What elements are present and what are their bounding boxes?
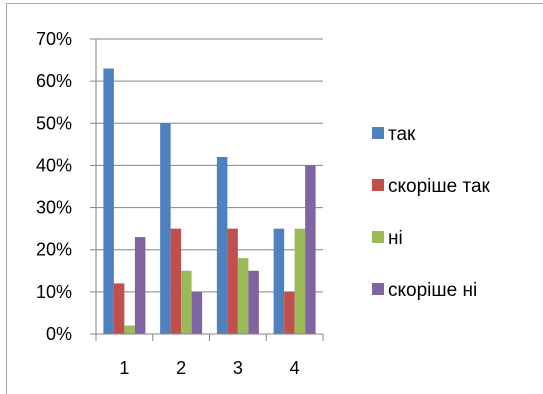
- y-tick-label: 10%: [36, 282, 72, 302]
- legend-label: так: [388, 124, 416, 145]
- y-tick-label: 40%: [36, 155, 72, 175]
- legend-item: так: [372, 124, 416, 145]
- bar: [284, 291, 295, 334]
- legend: так скоріше так ні скоріше ні: [372, 124, 491, 301]
- axes: [90, 38, 324, 341]
- legend-item: скоріше ні: [372, 280, 477, 301]
- legend-swatch: [372, 127, 384, 139]
- y-tick-label: 60%: [36, 71, 72, 91]
- legend-swatch: [372, 179, 384, 191]
- x-tick-label: 4: [290, 358, 300, 378]
- x-tick-label: 3: [233, 358, 243, 378]
- bar: [305, 165, 316, 334]
- bar: [170, 228, 182, 334]
- y-tick-label: 50%: [36, 113, 72, 133]
- legend-swatch: [372, 283, 384, 295]
- bar: [237, 258, 249, 334]
- x-tick-label: 2: [176, 358, 186, 378]
- y-tick-label: 70%: [36, 29, 72, 49]
- y-tick-label: 0%: [46, 324, 72, 344]
- y-tick-label: 20%: [36, 240, 72, 260]
- y-tick-labels: 0% 10% 20% 30% 40% 50% 60% 70%: [36, 29, 72, 344]
- legend-item: ні: [372, 228, 403, 249]
- legend-label: ні: [388, 228, 403, 249]
- bar: [191, 291, 203, 334]
- grid-lines: [96, 38, 323, 293]
- bar: [216, 157, 228, 334]
- bars: [103, 68, 316, 335]
- bar: [134, 237, 146, 334]
- legend-label: скоріше так: [388, 176, 491, 197]
- x-tick-labels: 1 2 3 4: [119, 358, 299, 378]
- bar: [103, 68, 114, 334]
- bar: [294, 228, 306, 334]
- legend-label: скоріше ні: [388, 280, 477, 301]
- bar: [248, 270, 259, 334]
- bar: [113, 283, 125, 334]
- legend-item: скоріше так: [372, 176, 491, 197]
- chart-frame: [6, 3, 543, 394]
- bar: [160, 123, 171, 335]
- bar: [181, 270, 192, 334]
- y-tick-label: 30%: [36, 198, 72, 218]
- legend-swatch: [372, 231, 384, 243]
- bar: [227, 228, 238, 334]
- bar: [124, 325, 135, 334]
- x-tick-label: 1: [119, 358, 129, 378]
- bar: [273, 228, 285, 334]
